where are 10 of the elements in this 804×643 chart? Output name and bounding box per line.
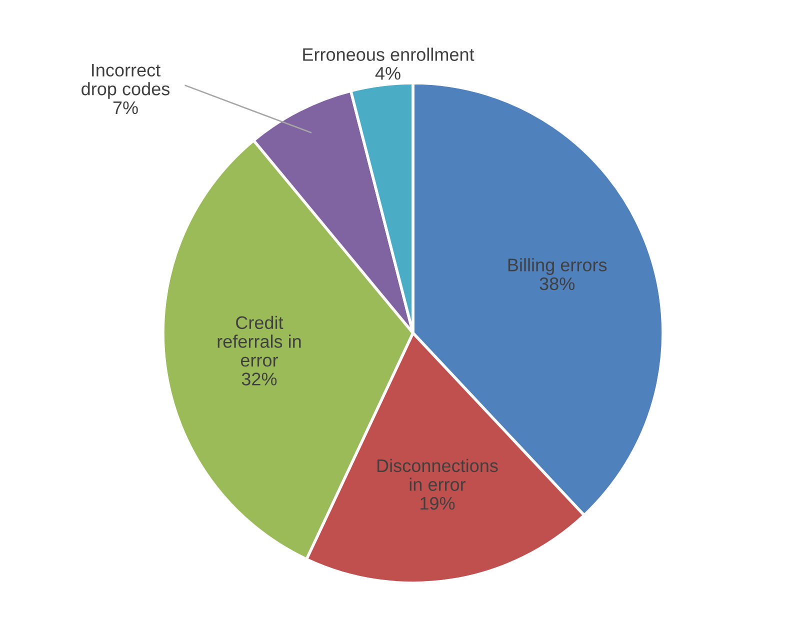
slice-label: Incorrect drop codes — [82, 64, 170, 99]
data-label: 7% — [113, 101, 138, 114]
slice-label: Credit referrals in error — [218, 316, 301, 367]
slice-label: Disconnections in error — [378, 458, 498, 491]
slice-label: Erroneous enrollment — [303, 48, 474, 61]
data-label: 19% — [420, 496, 455, 510]
data-label: 32% — [242, 372, 277, 386]
data-label: 4% — [375, 67, 400, 80]
data-label: 38% — [540, 277, 575, 290]
slice-label: Billing errors — [508, 258, 607, 275]
